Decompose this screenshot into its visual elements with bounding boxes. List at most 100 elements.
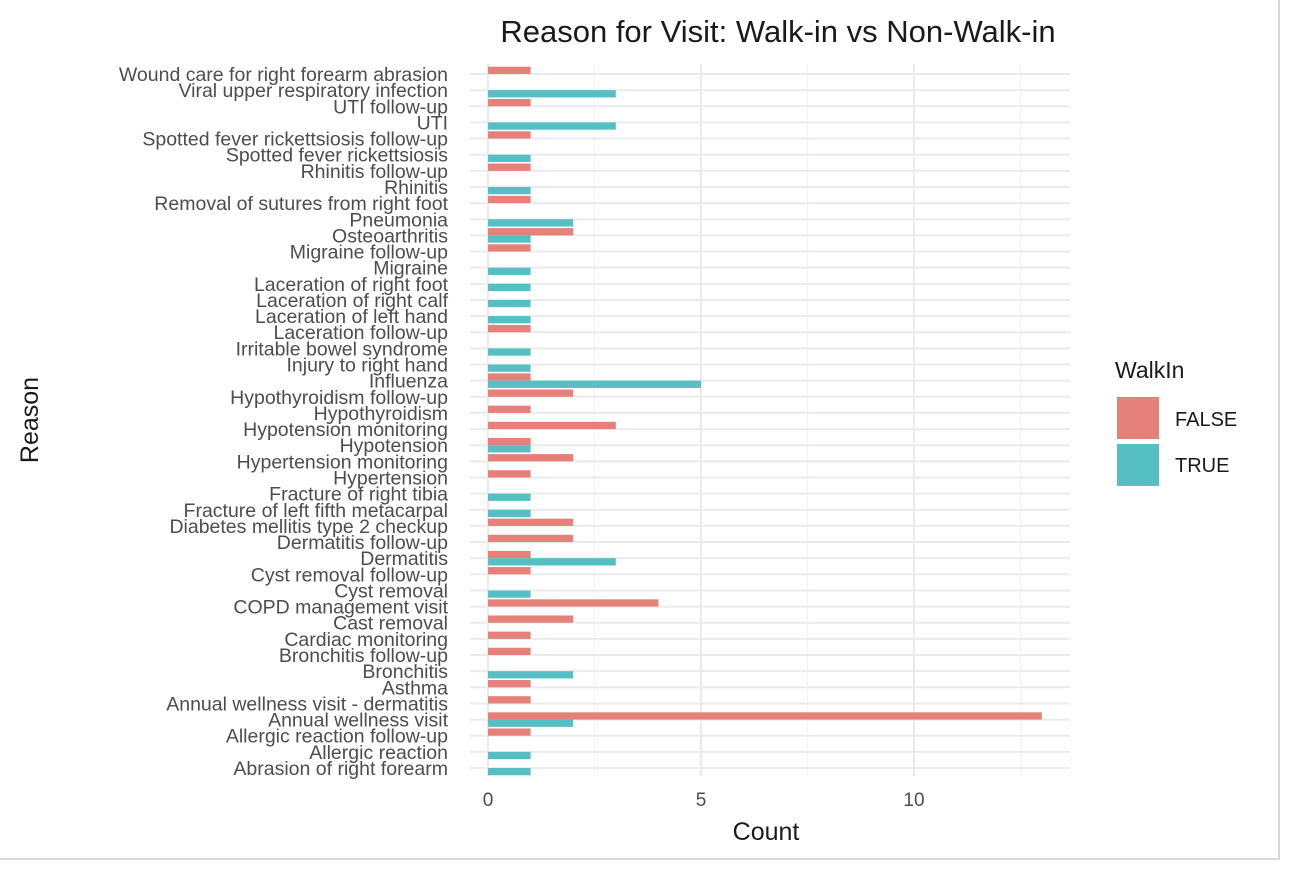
bar-false (488, 615, 574, 623)
category-label: Injury to right hand (286, 355, 448, 377)
bar-false (488, 470, 531, 478)
category-label: Abrasion of right forearm (233, 758, 448, 780)
bar-false (488, 131, 531, 139)
bar-false (488, 534, 574, 543)
category-label: Annual wellness visit - dermatitis (166, 693, 448, 715)
category-label: Annual wellness visit (268, 710, 449, 732)
bar-true (488, 558, 616, 566)
bars (488, 66, 1042, 776)
category-label: Rhinitis follow-up (301, 161, 449, 183)
category-label: Laceration follow-up (273, 322, 448, 344)
bar-true (488, 509, 531, 518)
bar-true (488, 380, 701, 388)
bar-true (488, 283, 531, 292)
bar-false (488, 405, 531, 413)
legend-title: WalkIn (1115, 357, 1184, 383)
bar-false (488, 437, 531, 446)
category-label: Bronchitis follow-up (279, 645, 448, 667)
category-label: Cast removal (333, 613, 448, 635)
category-label: Cardiac monitoring (284, 629, 448, 651)
bar-false (488, 244, 531, 252)
category-label: Pneumonia (349, 209, 448, 231)
bar-true (488, 719, 574, 727)
category-label: Hypothyroidism (314, 403, 448, 425)
category-label: Allergic reaction follow-up (226, 726, 448, 748)
category-label: Fracture of left fifth metacarpal (184, 500, 448, 522)
bar-true (488, 348, 531, 356)
bar-true (488, 590, 531, 598)
x-axis-title: Count (733, 818, 800, 846)
bar-false (488, 163, 531, 171)
bar-true (488, 768, 531, 776)
bar-false (488, 631, 531, 639)
category-label: UTI follow-up (333, 96, 448, 118)
bar-false (488, 647, 531, 656)
category-label: Irritable bowel syndrome (236, 338, 448, 360)
x-tick-labels: 0 5 10 (483, 790, 925, 811)
bar-true (488, 154, 531, 162)
bar-false (488, 728, 531, 736)
bar-false (488, 518, 574, 526)
bar-false (488, 421, 616, 430)
bar-true (488, 299, 531, 308)
bar-true (488, 671, 574, 679)
category-label: Removal of sutures from right foot (154, 193, 448, 215)
category-label: Laceration of right foot (254, 274, 449, 296)
bar-false (488, 228, 574, 236)
x-tick-label: 10 (903, 790, 924, 811)
legend: WalkIn FALSE TRUE (1115, 357, 1237, 486)
category-label: Bronchitis (362, 661, 448, 683)
bar-true (488, 316, 531, 324)
bar-false (488, 599, 659, 607)
x-tick-label: 5 (696, 790, 707, 811)
bar-true (488, 445, 531, 453)
category-label: Dermatitis follow-up (277, 532, 448, 554)
legend-label-false: FALSE (1175, 409, 1237, 431)
category-label: Cyst removal (334, 580, 448, 602)
bar-true (488, 122, 616, 130)
category-label: Hypertension (333, 467, 448, 489)
bar-false (488, 324, 531, 333)
category-label: Osteoarthritis (332, 225, 448, 247)
legend-key-true (1117, 444, 1159, 486)
category-label: Migraine (373, 258, 448, 280)
category-label: Viral upper respiratory infection (178, 80, 448, 102)
category-label: Wound care for right forearm abrasion (119, 64, 448, 86)
grid (470, 64, 1070, 776)
category-label: COPD management visit (233, 597, 448, 619)
category-label: Spotted fever rickettsiosis follow-up (142, 129, 448, 151)
category-label: Diabetes mellitis type 2 checkup (169, 516, 448, 538)
category-label: Asthma (382, 677, 448, 699)
category-label: Hypothyroidism follow-up (230, 387, 448, 409)
legend-label-true: TRUE (1175, 455, 1229, 477)
bar-false (488, 66, 531, 74)
bar-false (488, 99, 531, 107)
bar-false (488, 389, 574, 397)
bar-true (488, 186, 531, 195)
bar-true (488, 90, 616, 98)
category-label: Influenza (369, 371, 448, 393)
bar-false (488, 195, 531, 204)
category-label: Allergic reaction (309, 742, 448, 764)
bar-false (488, 712, 1042, 720)
category-label: Hypotension (340, 435, 448, 457)
bar-true (488, 267, 531, 275)
category-label: Hypotension monitoring (243, 419, 448, 441)
bar-false (488, 373, 531, 381)
bar-true (488, 493, 531, 501)
category-label: Migraine follow-up (290, 242, 448, 264)
bottom-strip (0, 862, 1294, 878)
bar-true (488, 219, 574, 227)
category-label: UTI (417, 112, 448, 134)
bar-true (488, 751, 531, 760)
bar-false (488, 567, 531, 575)
category-label: Laceration of left hand (255, 306, 448, 328)
bar-false (488, 454, 574, 462)
x-tick-label: 0 (483, 790, 494, 811)
category-label: Cyst removal follow-up (251, 564, 448, 586)
chart-title: Reason for Visit: Walk-in vs Non-Walk-in (500, 14, 1055, 49)
bar-false (488, 550, 531, 559)
legend-key-false (1117, 397, 1159, 439)
bar-true (488, 364, 531, 372)
